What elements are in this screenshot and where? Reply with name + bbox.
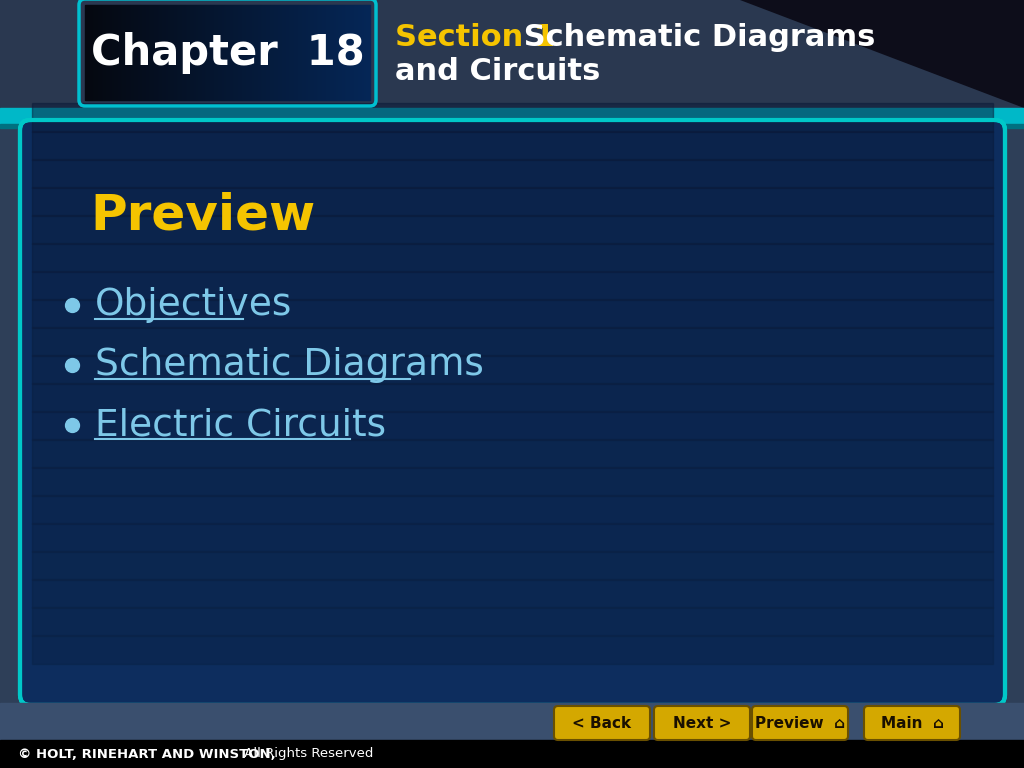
FancyBboxPatch shape	[864, 706, 961, 740]
Text: < Back: < Back	[572, 716, 632, 730]
Bar	[32, 131, 993, 160]
Bar	[32, 327, 993, 356]
Text: and Circuits: and Circuits	[395, 58, 600, 87]
Bar	[32, 355, 993, 384]
Bar	[32, 607, 993, 636]
Bar	[32, 243, 993, 272]
Bar	[32, 271, 993, 300]
Text: Next >: Next >	[673, 716, 731, 730]
Bar	[32, 579, 993, 608]
Text: Chapter  18: Chapter 18	[91, 31, 365, 74]
Bar	[0, 703, 1024, 743]
Bar	[0, 740, 1024, 768]
Text: Section 1: Section 1	[395, 24, 555, 52]
FancyBboxPatch shape	[752, 706, 848, 740]
Text: Electric Circuits: Electric Circuits	[95, 407, 386, 443]
Bar	[0, 108, 1024, 124]
Text: Schematic Diagrams: Schematic Diagrams	[513, 24, 876, 52]
Text: Preview: Preview	[90, 191, 315, 239]
Text: Objectives: Objectives	[95, 287, 293, 323]
Bar	[32, 635, 993, 664]
Bar	[32, 411, 993, 440]
Polygon shape	[740, 0, 1024, 108]
FancyBboxPatch shape	[20, 120, 1005, 705]
Text: Schematic Diagrams: Schematic Diagrams	[95, 347, 484, 383]
Bar	[32, 299, 993, 328]
Bar	[32, 103, 993, 132]
Text: Main  ⌂: Main ⌂	[881, 716, 943, 730]
Bar	[0, 124, 1024, 128]
Bar	[32, 495, 993, 524]
FancyBboxPatch shape	[654, 706, 750, 740]
Text: Preview  ⌂: Preview ⌂	[755, 716, 845, 730]
Text: © HOLT, RINEHART AND WINSTON,: © HOLT, RINEHART AND WINSTON,	[18, 747, 275, 760]
Bar	[0, 0, 1024, 108]
FancyBboxPatch shape	[554, 706, 650, 740]
Bar	[32, 523, 993, 552]
Bar	[32, 439, 993, 468]
Bar	[32, 467, 993, 496]
Bar	[32, 551, 993, 580]
Text: All Rights Reserved: All Rights Reserved	[240, 747, 374, 760]
Bar	[32, 159, 993, 188]
Bar	[32, 187, 993, 216]
Bar	[32, 383, 993, 412]
Bar	[32, 215, 993, 244]
